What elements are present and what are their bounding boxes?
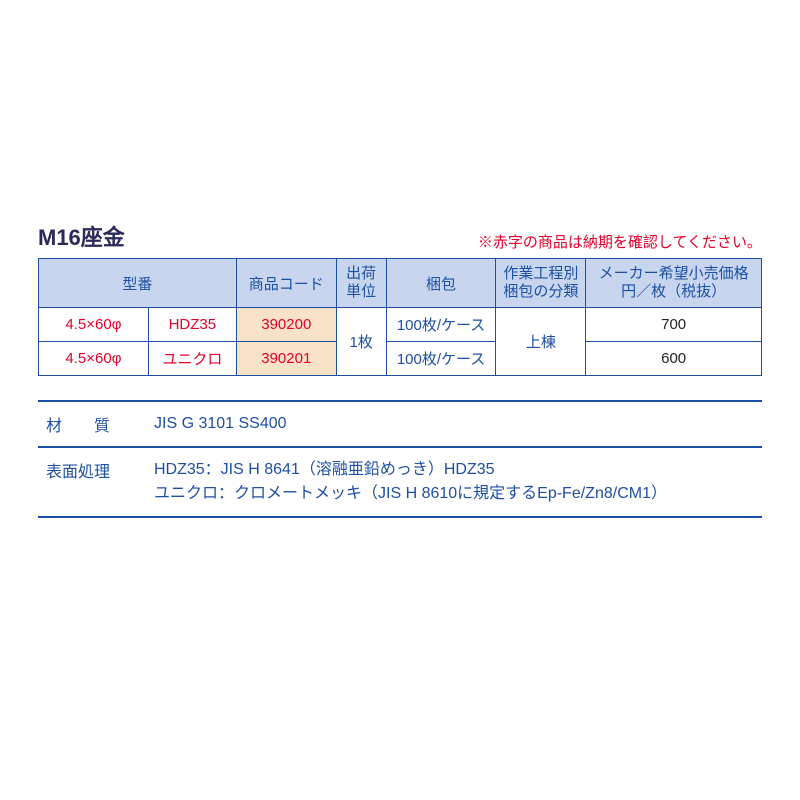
material-value: JIS G 3101 SS400 bbox=[146, 401, 762, 447]
detail-row: 材 質 JIS G 3101 SS400 bbox=[38, 401, 762, 447]
cell-price: 700 bbox=[586, 308, 762, 342]
cell-code: 390200 bbox=[236, 308, 336, 342]
note-text: ※赤字の商品は納期を確認してください。 bbox=[478, 231, 762, 252]
col-proc: 作業工程別梱包の分類 bbox=[496, 259, 586, 308]
col-code: 商品コード bbox=[236, 259, 336, 308]
cell-code: 390201 bbox=[236, 342, 336, 376]
cell-price: 600 bbox=[586, 342, 762, 376]
table-row: 4.5×60φ HDZ35 390200 1枚 100枚/ケース 上棟 700 bbox=[39, 308, 762, 342]
page-title: M16座金 bbox=[38, 220, 125, 252]
cell-pack: 100枚/ケース bbox=[386, 342, 496, 376]
detail-table: 材 質 JIS G 3101 SS400 表面処理 HDZ35：JIS H 86… bbox=[38, 400, 762, 518]
material-label: 材 質 bbox=[38, 401, 146, 447]
col-unit: 出荷単位 bbox=[336, 259, 386, 308]
cell-size: 4.5×60φ bbox=[39, 308, 149, 342]
surface-label: 表面処理 bbox=[38, 447, 146, 517]
table-row: 4.5×60φ ユニクロ 390201 100枚/ケース 600 bbox=[39, 342, 762, 376]
col-price: メーカー希望小売価格円／枚（税抜） bbox=[586, 259, 762, 308]
cell-pack: 100枚/ケース bbox=[386, 308, 496, 342]
cell-finish: ユニクロ bbox=[148, 342, 236, 376]
spec-table: 型番 商品コード 出荷単位 梱包 作業工程別梱包の分類 メーカー希望小売価格円／… bbox=[38, 258, 762, 376]
col-pack: 梱包 bbox=[386, 259, 496, 308]
cell-proc: 上棟 bbox=[496, 308, 586, 376]
table-header-row: 型番 商品コード 出荷単位 梱包 作業工程別梱包の分類 メーカー希望小売価格円／… bbox=[39, 259, 762, 308]
cell-size: 4.5×60φ bbox=[39, 342, 149, 376]
surface-value: HDZ35：JIS H 8641（溶融亜鉛めっき）HDZ35 ユニクロ：クロメー… bbox=[146, 447, 762, 517]
cell-unit: 1枚 bbox=[336, 308, 386, 376]
col-model: 型番 bbox=[39, 259, 237, 308]
detail-row: 表面処理 HDZ35：JIS H 8641（溶融亜鉛めっき）HDZ35 ユニクロ… bbox=[38, 447, 762, 517]
cell-finish: HDZ35 bbox=[148, 308, 236, 342]
